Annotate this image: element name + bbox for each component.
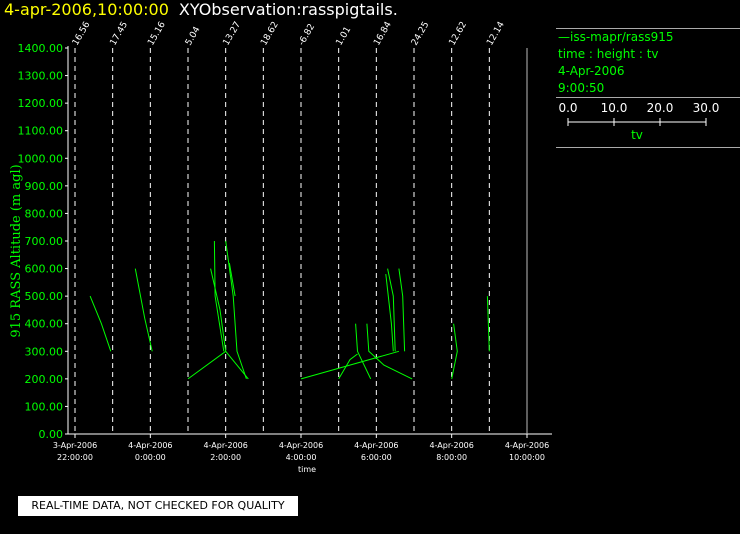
header: 4-apr-2006,10:00:00 XYObservation:rasspig… — [4, 0, 398, 20]
y-tick-label: 1000.00 — [18, 152, 64, 165]
y-axis-title: 915 RASS Altitude (m agl) — [9, 164, 24, 337]
data-series-line — [228, 263, 236, 297]
scale-tick-label: 0.0 — [558, 101, 577, 115]
data-series-line — [355, 323, 372, 380]
data-series-line — [451, 323, 458, 379]
profile-value-label: 12.62 — [448, 20, 470, 47]
x-axis-title: time — [298, 465, 316, 474]
y-tick-label: 400.00 — [25, 318, 64, 331]
x-tick-time: 8:00:00 — [436, 453, 467, 462]
data-series-line — [385, 274, 394, 352]
scale-tick-label: 20.0 — [647, 101, 674, 115]
y-tick-label: 0.00 — [39, 428, 64, 441]
y-tick-label: 100.00 — [25, 400, 64, 413]
profile-value-label: 16.56 — [71, 20, 93, 48]
y-tick-label: 300.00 — [25, 345, 64, 358]
data-series-line — [486, 296, 490, 352]
legend-scale: 0.0 10.0 20.0 30.0 tv — [558, 101, 720, 142]
profile-value-label: 17.45 — [109, 20, 131, 47]
x-tick-time: 6:00:00 — [361, 453, 392, 462]
profile-value-label: 24.25 — [410, 20, 432, 47]
legend-series-label: iss-mapr/rass915 — [570, 30, 674, 44]
x-tick-time: 2:00:00 — [210, 453, 241, 462]
x-tick-date: 4-Apr-2006 — [429, 441, 473, 450]
legend-series-row: —iss-mapr/rass915 — [558, 29, 740, 46]
y-tick-label: 700.00 — [25, 235, 64, 248]
profile-value-label: -6.82 — [297, 22, 317, 47]
y-tick-label: 200.00 — [25, 373, 64, 386]
profile-value-label: 16.84 — [372, 20, 394, 48]
profile-value-label: 1.01 — [335, 25, 354, 47]
legend-line-icon: — — [558, 30, 570, 44]
y-tick-label: 600.00 — [25, 263, 64, 276]
x-tick-date: 4-Apr-2006 — [505, 441, 549, 450]
legend-divider-mid — [556, 97, 740, 98]
x-tick-time: 10:00:00 — [509, 453, 545, 462]
x-tick-time: 22:00:00 — [57, 453, 93, 462]
legend-time: 9:00:50 — [558, 81, 605, 95]
data-series-line — [338, 353, 358, 380]
timestamp: 4-apr-2006,10:00:00 — [4, 0, 169, 19]
x-tick-date: 4-Apr-2006 — [354, 441, 398, 450]
profile-value-label: 15.16 — [146, 20, 168, 48]
profile-value-label: 5.04 — [184, 25, 203, 48]
x-tick-date: 4-Apr-2006 — [203, 441, 247, 450]
x-tick-date: 4-Apr-2006 — [279, 441, 323, 450]
y-tick-label: 500.00 — [25, 290, 64, 303]
x-tick-time: 0:00:00 — [135, 453, 166, 462]
quality-notice: REAL-TIME DATA, NOT CHECKED FOR QUALITY — [18, 496, 298, 516]
data-series-line — [225, 240, 247, 380]
data-series-line — [398, 268, 406, 352]
y-tick-label: 1300.00 — [18, 70, 64, 83]
scale-tick-label: 30.0 — [693, 101, 720, 115]
legend-divider-top — [556, 28, 740, 29]
page-title: XYObservation:rasspigtails. — [178, 0, 398, 19]
scale-label: tv — [631, 128, 643, 142]
y-tick-label: 1200.00 — [18, 97, 64, 110]
x-tick-date: 4-Apr-2006 — [128, 441, 172, 450]
x-tick-date: 3-Apr-2006 — [53, 441, 97, 450]
profile-value-label: 12.14 — [485, 20, 507, 48]
legend-date: 4-Apr-2006 — [558, 64, 625, 78]
data-series-line — [387, 268, 396, 352]
data-series-line — [210, 268, 227, 352]
data-series-line — [134, 268, 153, 352]
y-tick-label: 1100.00 — [18, 125, 64, 138]
data-series-line — [89, 295, 112, 352]
data-series-line — [213, 240, 225, 352]
data-series-line — [187, 350, 249, 380]
y-tick-label: 800.00 — [25, 207, 64, 220]
legend: —iss-mapr/rass915 time : height : tv 4-A… — [556, 28, 740, 148]
data-series-line — [300, 350, 400, 380]
data-series-line — [366, 323, 413, 380]
scale-tick-label: 10.0 — [601, 101, 628, 115]
x-tick-time: 4:00:00 — [286, 453, 317, 462]
legend-fields: time : height : tv — [558, 47, 659, 61]
y-tick-label: 900.00 — [25, 180, 64, 193]
legend-divider-bottom — [556, 147, 740, 148]
profile-value-label: 13.27 — [222, 20, 244, 47]
y-tick-label: 1400.00 — [18, 42, 64, 55]
profile-value-label: 18.62 — [259, 20, 281, 47]
